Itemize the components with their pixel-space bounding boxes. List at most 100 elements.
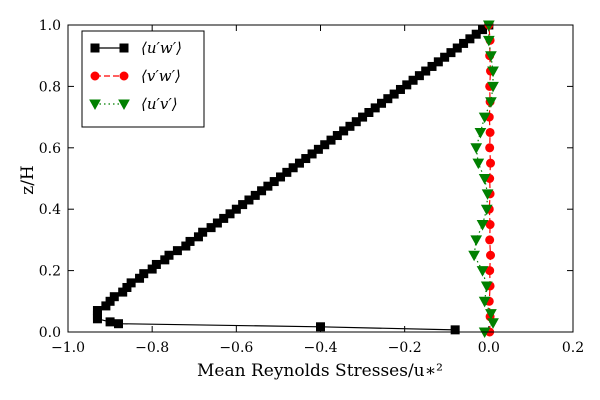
x-tick-label: 0.0: [478, 340, 500, 356]
data-point: [105, 317, 115, 327]
data-point: [476, 220, 489, 231]
data-point: [185, 236, 195, 246]
data-point: [238, 200, 248, 210]
y-tick-label: 0.4: [39, 202, 61, 218]
data-point: [307, 149, 317, 159]
data-point: [465, 34, 475, 44]
data-point: [478, 112, 491, 124]
data-point: [250, 190, 260, 200]
data-point: [345, 121, 355, 131]
data-point: [151, 259, 161, 269]
data-point: [485, 220, 495, 230]
data-point: [452, 43, 462, 53]
data-point: [482, 35, 495, 47]
data-point: [89, 99, 101, 111]
data-point: [480, 281, 493, 292]
x-tick-label: −0.6: [219, 340, 253, 356]
data-point: [468, 250, 480, 262]
data-point: [433, 57, 443, 67]
data-point: [474, 127, 487, 139]
data-point: [485, 51, 497, 62]
data-point: [263, 181, 273, 191]
data-point: [459, 38, 469, 48]
data-point: [485, 97, 497, 108]
data-point: [269, 177, 279, 187]
data-point: [219, 213, 229, 223]
data-point: [339, 126, 349, 136]
data-point: [351, 117, 361, 127]
data-point: [244, 195, 254, 205]
data-point: [478, 174, 491, 185]
data-point: [485, 235, 495, 245]
data-point: [313, 144, 323, 154]
data-point: [282, 167, 292, 177]
data-point: [90, 71, 100, 81]
data-point: [389, 89, 399, 99]
data-point: [471, 29, 481, 39]
data-point: [231, 204, 241, 214]
data-point: [172, 246, 182, 256]
data-point: [470, 143, 483, 154]
data-point: [480, 204, 493, 216]
data-point: [487, 81, 499, 93]
data-point: [90, 43, 100, 53]
data-point: [472, 158, 485, 170]
series-0: [92, 20, 494, 335]
data-point: [301, 154, 311, 164]
y-tick-label: 0.6: [39, 141, 61, 157]
data-point: [486, 158, 496, 168]
y-tick-label: 1.0: [39, 18, 61, 34]
x-tick-label: 0.2: [562, 340, 584, 356]
y-tick-label: 0.8: [39, 79, 61, 95]
data-point: [126, 278, 136, 288]
plot-frame: [67, 24, 574, 333]
y-tick-label: 0.2: [39, 264, 61, 280]
data-point: [487, 66, 499, 78]
legend-entry: ⟨u′v′⟩: [89, 95, 178, 113]
data-point: [478, 296, 491, 308]
data-point: [288, 163, 298, 173]
x-tick-label: −0.8: [135, 340, 169, 356]
data-point: [414, 71, 424, 81]
data-point: [485, 127, 495, 137]
data-point: [92, 306, 102, 316]
data-point: [320, 140, 330, 150]
data-point: [164, 250, 174, 260]
data-point: [294, 158, 304, 168]
x-tick-label: −0.2: [388, 340, 422, 356]
data-point: [370, 103, 380, 113]
data-point: [212, 218, 222, 228]
data-point: [383, 94, 393, 104]
data-point: [114, 319, 123, 329]
data-point: [326, 135, 336, 145]
data-point: [395, 84, 405, 94]
tick-labels: −1.0 −0.8 −0.6 −0.4 −0.2 0.0 0.2 0.0 0.2 0.4 0.6 0.…: [39, 18, 584, 356]
data-point: [257, 186, 267, 196]
legend-box: [81, 30, 205, 128]
data-point: [440, 52, 450, 62]
data-point: [470, 235, 483, 246]
legend-label: ⟨u′v′⟩: [141, 95, 178, 113]
data-point: [358, 112, 368, 122]
data-point: [118, 99, 130, 111]
data-point: [139, 269, 149, 279]
data-point: [427, 61, 437, 71]
data-point: [364, 107, 374, 117]
data-point: [109, 292, 119, 302]
data-point: [225, 209, 235, 219]
y-tick-label: 0.0: [39, 325, 61, 341]
data-point: [476, 266, 489, 277]
x-tick-label: −0.4: [304, 340, 338, 356]
data-point: [119, 43, 129, 53]
data-point: [276, 172, 286, 182]
data-point: [446, 48, 456, 58]
legend: ⟨u′w′⟩ ⟨v′w′⟩ ⟨u′v′⟩: [81, 30, 205, 128]
data-point: [421, 66, 431, 76]
data-point: [377, 98, 387, 108]
legend-entries: ⟨u′w′⟩ ⟨v′w′⟩ ⟨u′v′⟩: [89, 39, 182, 113]
data-point: [478, 25, 488, 35]
data-point: [402, 80, 412, 90]
data-point: [485, 143, 495, 153]
data-point: [485, 309, 497, 320]
